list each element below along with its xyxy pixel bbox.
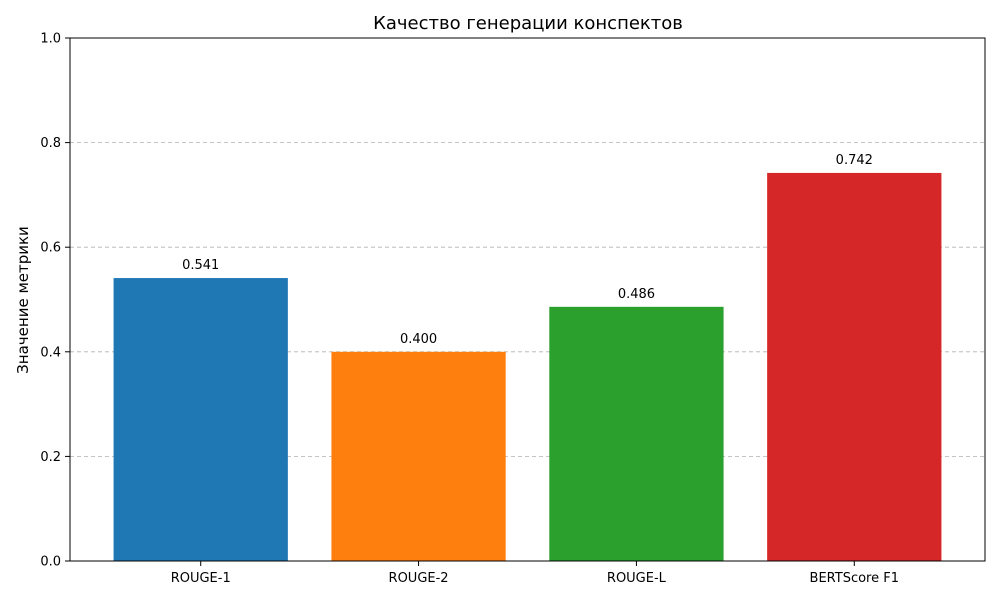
y-axis: 0.0 0.2 0.4 0.6 0.8 1.0 bbox=[40, 32, 70, 570]
bars bbox=[113, 172, 942, 561]
y-tick-label: 0.8 bbox=[40, 136, 61, 151]
bar-rouge-2 bbox=[331, 351, 506, 561]
x-tick-label: ROUGE-1 bbox=[171, 571, 231, 586]
chart-title: Качество генерации конспектов bbox=[373, 13, 683, 34]
y-tick-label: 0.4 bbox=[40, 345, 61, 360]
data-labels: 0.541 0.400 0.486 0.742 bbox=[182, 153, 873, 347]
y-tick-label: 0.6 bbox=[40, 241, 61, 256]
bar-bertscore-f1 bbox=[767, 172, 942, 561]
y-tick-label: 0.0 bbox=[40, 555, 61, 570]
y-axis-label: Значение метрики bbox=[14, 226, 32, 374]
y-tick-label: 1.0 bbox=[40, 32, 61, 47]
data-label: 0.541 bbox=[182, 258, 219, 273]
bar-rouge-1 bbox=[113, 278, 288, 561]
data-label: 0.486 bbox=[618, 287, 655, 302]
bar-rouge-l bbox=[549, 306, 724, 561]
x-tick-label: ROUGE-L bbox=[607, 571, 667, 586]
y-tick-label: 0.2 bbox=[40, 450, 61, 465]
x-tick-label: ROUGE-2 bbox=[389, 571, 449, 586]
data-label: 0.400 bbox=[400, 332, 437, 347]
x-tick-label: BERTScore F1 bbox=[810, 571, 899, 586]
data-label: 0.742 bbox=[836, 153, 873, 168]
x-axis: ROUGE-1 ROUGE-2 ROUGE-L BERTScore F1 bbox=[171, 561, 899, 586]
grid-lines bbox=[70, 142, 985, 457]
plot-frame bbox=[69, 37, 986, 562]
